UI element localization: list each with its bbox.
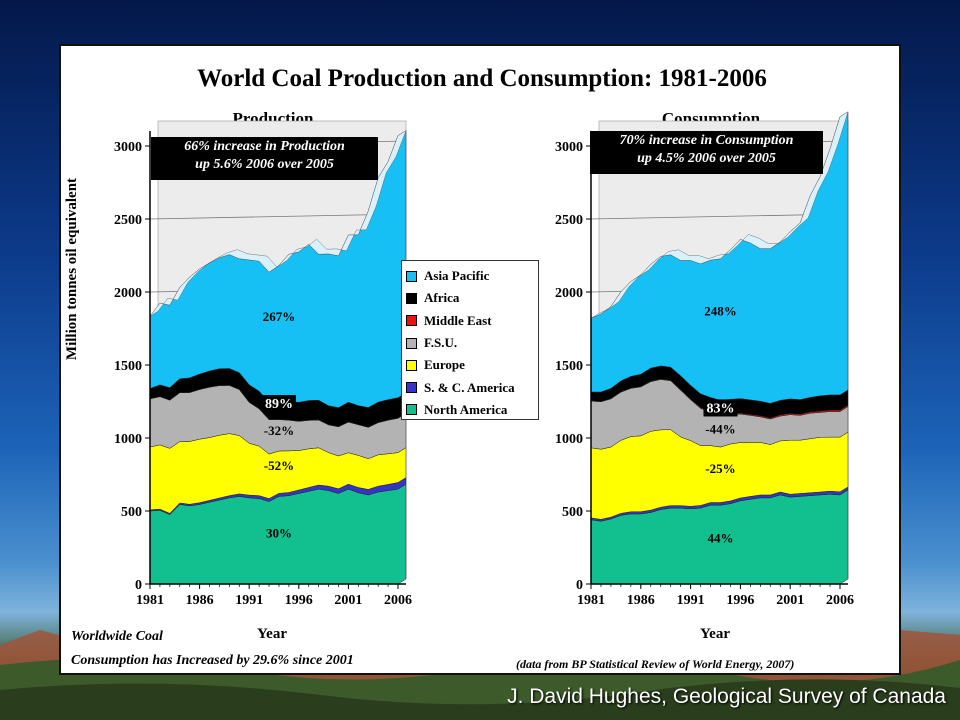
annotation-background: [703, 399, 738, 417]
y-tick-label: 0: [135, 578, 142, 593]
legend-item-europe: Europe: [406, 354, 538, 376]
y-tick-label: 2500: [114, 213, 142, 228]
y-tick-label: 3000: [555, 140, 583, 155]
legend-swatch: [406, 404, 417, 416]
area-percent-annotation: -25%: [705, 461, 735, 476]
legend-item-asia-pacific: Asia Pacific: [406, 265, 538, 287]
y-tick-label: 500: [562, 505, 583, 520]
annotation-background: [261, 395, 296, 413]
y-tick-label: 2500: [555, 213, 583, 228]
charts-canvas: 0 500 1000 1500 2000 2500 3000 1981 1986 1991 1996…: [114, 111, 854, 608]
x-tick-label: 1981: [577, 593, 605, 608]
legend-label: Asia Pacific: [424, 268, 490, 284]
data-source-note: (data from BP Statistical Review of Worl…: [516, 657, 795, 671]
consumption-chart: 0 500 1000 1500 2000 2500 3000 1981 1986 1991 1996…: [555, 111, 854, 608]
x-tick-label: 1996: [726, 593, 754, 608]
consumption-banner-line2: up 4.5% 2006 over 2005: [637, 151, 776, 166]
legend-label: Africa: [424, 290, 460, 306]
y-tick-label: 2000: [114, 286, 142, 301]
legend-item-fsu: F.S.U.: [406, 332, 538, 354]
consumption-increase-banner: 70% increase in Consumption up 4.5% 2006…: [590, 131, 823, 174]
x-tick-label: 1981: [136, 593, 164, 608]
y-tick-label: 2000: [555, 286, 583, 301]
legend-label: Middle East: [424, 312, 492, 328]
x-tick-label: 2006: [384, 593, 412, 608]
production-banner-line1: 66% increase in Production: [184, 139, 345, 154]
chart-panel: World Coal Production and Consumption: 1…: [59, 44, 901, 675]
legend-item-south-central-america: S. & C. America: [406, 376, 538, 398]
production-banner-line2: up 5.6% 2006 over 2005: [195, 157, 334, 172]
x-tick-label: 1996: [285, 593, 313, 608]
production-x-axis-label: Year: [257, 626, 287, 642]
production-increase-banner: 66% increase in Production up 5.6% 2006 …: [151, 137, 378, 180]
area-percent-annotation: 248%: [704, 303, 737, 318]
consumption-banner-line1: 70% increase in Consumption: [619, 133, 794, 148]
production-chart: 0 500 1000 1500 2000 2500 3000 1981 1986 1991 1996…: [114, 120, 412, 608]
legend-swatch: [406, 337, 417, 349]
consumption-increase-note: Consumption has Increased by 29.6% since…: [71, 653, 354, 668]
y-tick-label: 1500: [114, 359, 142, 374]
x-tick-label: 2006: [826, 593, 854, 608]
legend-label: North America: [424, 401, 508, 417]
y-tick-label: 1500: [555, 359, 583, 374]
x-tick-label: 2001: [334, 593, 362, 608]
area-top-surface: [590, 111, 849, 319]
y-tick-label: 1000: [555, 432, 583, 447]
legend-swatch: [406, 382, 417, 394]
area-percent-annotation: -44%: [705, 422, 735, 437]
main-title: World Coal Production and Consumption: 1…: [197, 65, 767, 92]
x-tick-label: 1986: [186, 593, 214, 608]
legend-item-africa: Africa: [406, 287, 538, 309]
consumption-x-axis-label: Year: [700, 626, 730, 642]
legend-label: F.S.U.: [424, 335, 458, 351]
y-axis-label: Million tonnes oil equivalent: [64, 177, 80, 361]
worldwide-coal-note: Worldwide Coal: [71, 629, 163, 644]
x-tick-label: 1986: [627, 593, 655, 608]
area-percent-annotation: -32%: [264, 423, 294, 438]
x-tick-label: 2001: [776, 593, 804, 608]
y-tick-label: 500: [121, 505, 142, 520]
area-percent-annotation: 30%: [266, 525, 292, 540]
area-percent-annotation: 44%: [707, 530, 733, 545]
area-percent-annotation: 267%: [263, 309, 296, 324]
author-credit: J. David Hughes, Geological Survey of Ca…: [507, 685, 946, 708]
legend-item-middle-east: Middle East: [406, 310, 538, 332]
legend-item-north-america: North America: [406, 399, 538, 421]
legend-swatch: [406, 315, 417, 327]
area-percent-annotation: -52%: [264, 458, 294, 473]
legend-swatch: [406, 292, 417, 304]
x-tick-label: 1991: [235, 593, 263, 608]
legend-label: S. & C. America: [424, 379, 515, 395]
y-tick-label: 3000: [114, 140, 142, 155]
legend: Asia Pacific Africa Middle East F.S.U. E…: [401, 260, 539, 420]
legend-label: Europe: [424, 357, 465, 373]
gridline: [149, 213, 407, 220]
y-tick-label: 0: [576, 578, 583, 593]
area-top-surface: [149, 130, 407, 317]
y-tick-label: 1000: [114, 432, 142, 447]
area-percent-annotation: 89%: [265, 397, 293, 412]
area-percent-annotation: 83%: [706, 401, 734, 416]
legend-swatch: [406, 359, 417, 371]
legend-swatch: [406, 270, 417, 282]
x-tick-label: 1991: [677, 593, 705, 608]
